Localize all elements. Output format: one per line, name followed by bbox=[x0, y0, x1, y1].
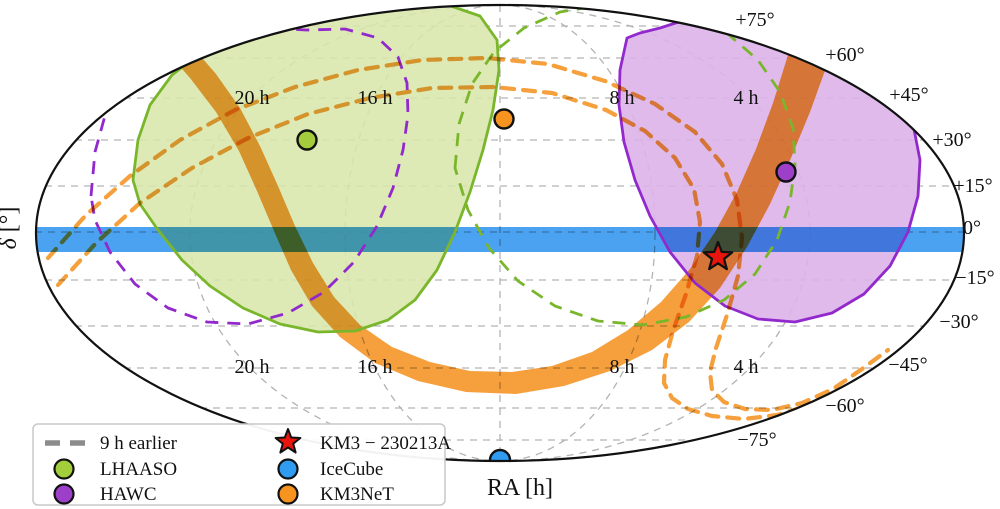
dec-tick-0: 0° bbox=[963, 217, 981, 239]
legend-icecube-circle-icon bbox=[277, 458, 299, 480]
y-axis-symbol: δ bbox=[0, 237, 22, 249]
km3net-marker bbox=[493, 108, 515, 130]
ra-tick-bottom-16h: 16 h bbox=[358, 356, 393, 378]
km3-230213a-star bbox=[702, 240, 734, 271]
legend: 9 h earlier LHAASO HAWC KM3 − 230213A Ic… bbox=[32, 423, 451, 506]
legend-lhaaso-circle-icon bbox=[53, 458, 75, 480]
legend-label-km3-230213a: KM3 − 230213A bbox=[320, 433, 451, 454]
dec-tick-m75: −75° bbox=[737, 429, 776, 451]
legend-hawc-circle-icon bbox=[53, 483, 75, 505]
km3net-band-9h-earlier bbox=[45, 55, 891, 422]
ra-tick-bottom-8h: 8 h bbox=[610, 356, 635, 378]
ra-tick-labels: 20 h 16 h 8 h 4 h 20 h 16 h 8 h 4 h bbox=[235, 87, 759, 378]
km3net-band-9h-earlier-edge-upper bbox=[45, 55, 891, 413]
legend-label-9h-earlier: 9 h earlier bbox=[100, 433, 178, 454]
icecube-band bbox=[36, 227, 964, 252]
y-axis-label: δ [°] bbox=[0, 207, 22, 250]
ra-tick-top-8h: 8 h bbox=[610, 87, 635, 109]
ra-tick-bottom-4h: 4 h bbox=[734, 356, 759, 378]
dec-tick-m60: −60° bbox=[825, 395, 864, 417]
map-boundary bbox=[34, 3, 966, 463]
legend-label-lhaaso: LHAASO bbox=[100, 459, 177, 480]
x-axis-label: RA [h] bbox=[487, 475, 553, 501]
dec-tick-p60: +60° bbox=[825, 44, 864, 66]
dec-tick-p45: +45° bbox=[889, 84, 928, 106]
dec-tick-labels: +75° +60° +45° +30° +15° 0° −15° −30° −4… bbox=[735, 9, 994, 451]
legend-km3net-circle-icon bbox=[277, 483, 299, 505]
ra-tick-top-4h: 4 h bbox=[734, 87, 759, 109]
dec-tick-p15: +15° bbox=[953, 175, 992, 197]
ra-tick-top-16h: 16 h bbox=[358, 87, 393, 109]
km3net-band-9h-earlier-edge-lower bbox=[55, 84, 871, 422]
ra-tick-top-20h: 20 h bbox=[235, 87, 270, 109]
legend-star-icon bbox=[274, 428, 302, 454]
map-area: 20 h 16 h 8 h 4 h 20 h 16 h 8 h 4 h bbox=[36, 5, 964, 461]
legend-label-km3net: KM3NeT bbox=[320, 484, 394, 505]
legend-box bbox=[32, 423, 446, 506]
lhaaso-marker bbox=[296, 129, 318, 151]
km3net-band-now bbox=[135, 5, 848, 394]
dec-tick-p30: +30° bbox=[932, 129, 971, 151]
lhaaso-fov-9h-earlier-outline bbox=[453, 5, 797, 327]
star-icon bbox=[702, 240, 734, 271]
legend-label-icecube: IceCube bbox=[320, 459, 383, 480]
dec-tick-m15: −15° bbox=[955, 267, 994, 289]
hawc-marker bbox=[775, 161, 797, 183]
dec-tick-m45: −45° bbox=[888, 354, 927, 376]
dec-tick-p75: +75° bbox=[735, 9, 774, 31]
legend-label-hawc: HAWC bbox=[100, 484, 157, 505]
y-axis-unit: [°] bbox=[0, 207, 22, 239]
ra-tick-bottom-20h: 20 h bbox=[235, 356, 270, 378]
dec-tick-m30: −30° bbox=[939, 311, 978, 333]
site-markers bbox=[296, 108, 797, 461]
